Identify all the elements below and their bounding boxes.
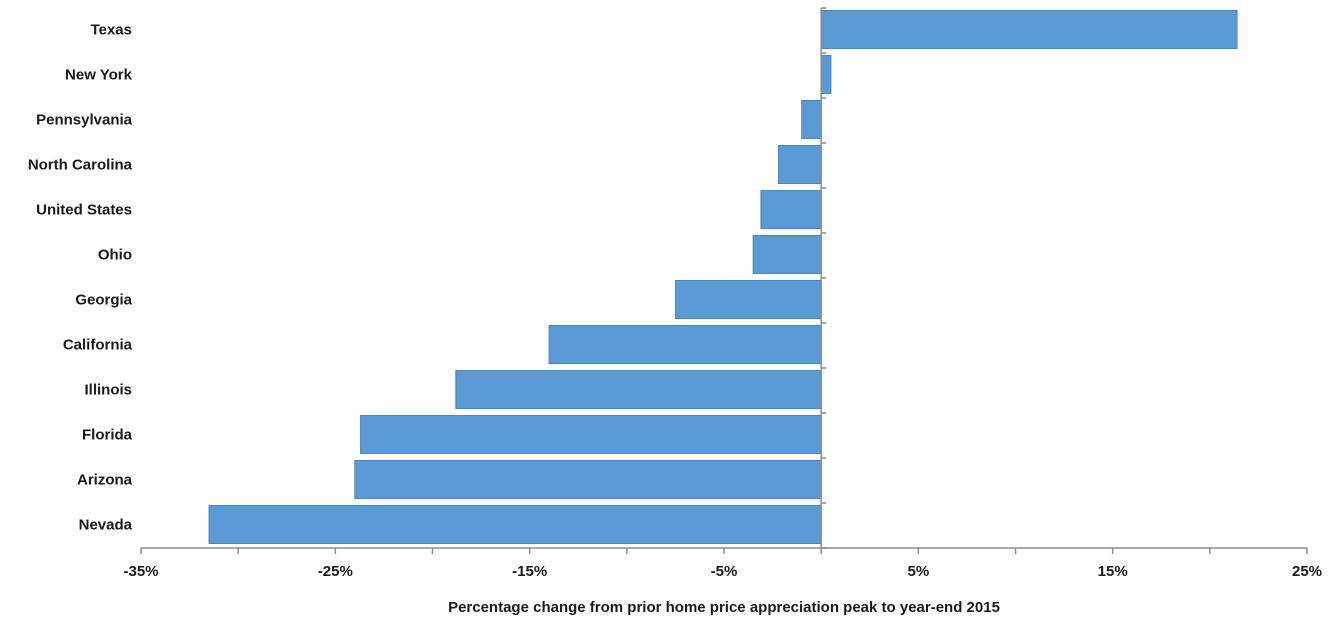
category-label-new-york: New York [65,67,133,84]
bar-north-carolina [777,145,822,184]
bar-florida [360,415,822,454]
bar-nevada [208,505,822,544]
bar-illinois [455,370,822,409]
bar-georgia [674,280,822,319]
bar-california [548,325,822,364]
x-tick-label: -15% [512,563,547,580]
x-tick-label: -35% [123,563,158,580]
category-label-california: California [63,337,133,354]
x-tick-label: 25% [1292,563,1322,580]
x-axis-title: Percentage change from prior home price … [448,599,1000,616]
axes-layer [140,7,1308,554]
bar-ohio [752,235,822,274]
bar-texas [820,10,1238,49]
bar-arizona [354,460,822,499]
bar-pennsylvania [801,100,822,139]
category-label-pennsylvania: Pennsylvania [36,112,133,129]
category-label-nevada: Nevada [79,517,133,534]
bar-united-states [760,190,822,229]
category-label-united-states: United States [36,202,132,219]
x-tick-label: 5% [907,563,929,580]
category-label-arizona: Arizona [77,472,133,489]
x-tick-label: 15% [1098,563,1128,580]
x-tick-label: -5% [711,563,738,580]
bar-new-york [820,55,832,94]
category-label-illinois: Illinois [84,382,132,399]
category-label-georgia: Georgia [75,292,132,309]
x-tick-label: -25% [318,563,353,580]
category-label-texas: Texas [91,22,132,39]
category-label-north-carolina: North Carolina [28,157,133,174]
labels-layer: Texas New York Pennsylvania North Carolina U… [28,22,1322,581]
bars-layer [208,10,1238,544]
category-label-ohio: Ohio [98,247,132,264]
category-label-florida: Florida [82,427,133,444]
